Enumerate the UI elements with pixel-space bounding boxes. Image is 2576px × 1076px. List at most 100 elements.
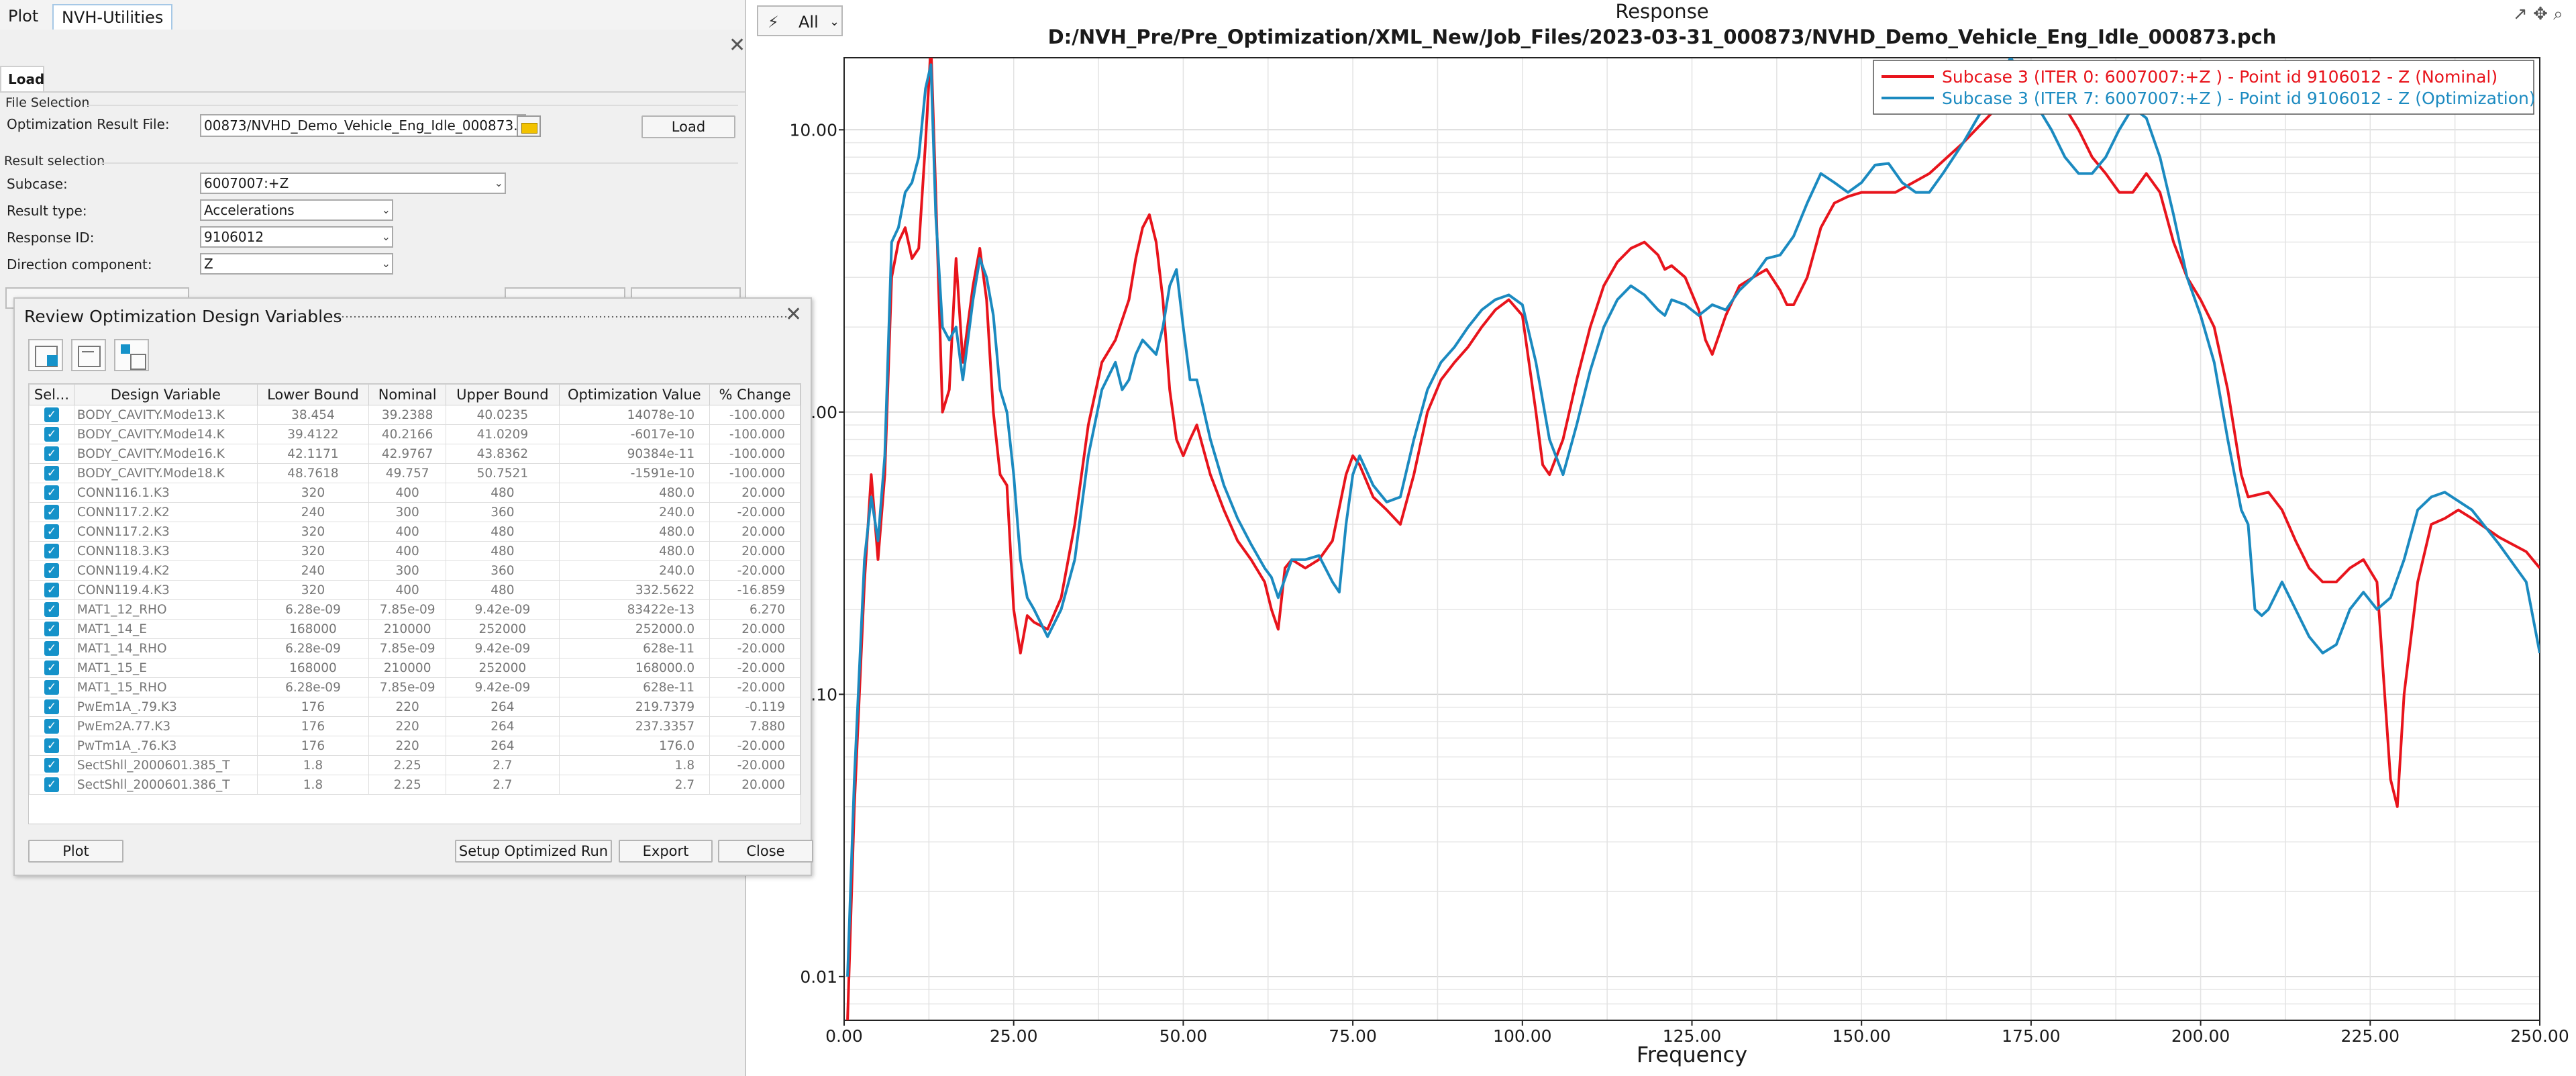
table-row[interactable]: ✓ CONN118.3.K3 320 400 480 480.0 20.000 — [29, 541, 801, 561]
pan-icon[interactable]: ✥ — [2533, 4, 2548, 24]
row-select-checkbox[interactable]: ✓ — [29, 697, 74, 717]
table-row[interactable]: ✓ BODY_CAVITY.Mode14.K 39.4122 40.2166 41.02… — [29, 424, 801, 444]
response-id-select[interactable]: 9106012 ⌄ — [200, 226, 393, 248]
percent-change-cell: 20.000 — [709, 522, 801, 542]
checkbox-checked-icon[interactable]: ✓ — [44, 427, 59, 442]
table-row[interactable]: ✓ SectShll_2000601.385_T 1.8 2.25 2.7 1.8 -20.… — [29, 755, 801, 775]
column-header-optimization-value[interactable]: Optimization Value — [558, 384, 711, 405]
result-type-select[interactable]: Accelerations ⌄ — [200, 199, 393, 221]
checkbox-checked-icon[interactable]: ✓ — [44, 446, 59, 461]
table-row[interactable]: ✓ BODY_CAVITY.Mode18.K 48.7618 49.757 50.752… — [29, 463, 801, 483]
response-chart[interactable]: 0.00 25.00 50.00 75.00 100.00 125.00 150.00 175… — [746, 0, 2576, 1076]
checkbox-checked-icon[interactable]: ✓ — [44, 719, 59, 734]
table-row[interactable]: ✓ CONN119.4.K2 240 300 360 240.0 -20.000 — [29, 560, 801, 581]
table-row[interactable]: ✓ MAT1_15_E 168000 210000 252000 168000.0 -20.… — [29, 658, 801, 678]
row-select-checkbox[interactable]: ✓ — [29, 463, 74, 483]
result-type-value: Accelerations — [204, 202, 295, 218]
table-row[interactable]: ✓ MAT1_14_E 168000 210000 252000 252000.0 20.0… — [29, 619, 801, 639]
load-button[interactable]: Load — [641, 115, 735, 138]
checkbox-checked-icon[interactable]: ✓ — [44, 583, 59, 597]
table-row[interactable]: ✓ MAT1_12_RHO 6.28e-09 7.85e-09 9.42e-09 8342… — [29, 599, 801, 620]
row-select-checkbox[interactable]: ✓ — [29, 736, 74, 756]
percent-change-cell: 7.880 — [709, 716, 801, 736]
checkbox-checked-icon[interactable]: ✓ — [44, 661, 59, 675]
filter-dropdown[interactable]: ⚡ All ⌄ — [757, 5, 843, 36]
tab-nvh-utilities[interactable]: NVH-Utilities — [52, 4, 173, 31]
checkbox-checked-icon[interactable]: ✓ — [44, 641, 59, 656]
column-header-nominal[interactable]: Nominal — [368, 384, 447, 405]
table-row[interactable]: ✓ MAT1_15_RHO 6.28e-09 7.85e-09 9.42e-09 628e… — [29, 677, 801, 697]
row-select-checkbox[interactable]: ✓ — [29, 755, 74, 775]
close-icon[interactable]: ✕ — [729, 34, 746, 57]
table-row[interactable]: ✓ PwEm2A.77.K3 176 220 264 237.3357 7.880 — [29, 716, 801, 736]
row-select-checkbox[interactable]: ✓ — [29, 599, 74, 620]
row-select-checkbox[interactable]: ✓ — [29, 424, 74, 444]
row-select-checkbox[interactable]: ✓ — [29, 677, 74, 697]
optimization-value-cell: -1591e-10 — [558, 463, 711, 483]
checkbox-checked-icon[interactable]: ✓ — [44, 485, 59, 500]
checkbox-checked-icon[interactable]: ✓ — [44, 622, 59, 636]
row-select-checkbox[interactable]: ✓ — [29, 716, 74, 736]
checkbox-checked-icon[interactable]: ✓ — [44, 466, 59, 481]
row-select-checkbox[interactable]: ✓ — [29, 619, 74, 639]
row-select-checkbox[interactable]: ✓ — [29, 560, 74, 581]
checkbox-checked-icon[interactable]: ✓ — [44, 544, 59, 558]
row-select-checkbox[interactable]: ✓ — [29, 483, 74, 503]
table-row[interactable]: ✓ CONN119.4.K3 320 400 480 332.5622 -16.859 — [29, 580, 801, 600]
tab-load[interactable]: Load — [0, 66, 44, 91]
fit-icon[interactable]: ↗ — [2513, 4, 2528, 24]
checkbox-checked-icon[interactable]: ✓ — [44, 699, 59, 714]
invert-selection-icon[interactable] — [114, 339, 149, 371]
row-select-checkbox[interactable]: ✓ — [29, 502, 74, 522]
checkbox-checked-icon[interactable]: ✓ — [44, 407, 59, 422]
column-header-upper-bound[interactable]: Upper Bound — [446, 384, 560, 405]
deselect-all-icon[interactable] — [71, 339, 106, 371]
row-select-checkbox[interactable]: ✓ — [29, 580, 74, 600]
table-row[interactable]: ✓ CONN116.1.K3 320 400 480 480.0 20.000 — [29, 483, 801, 503]
tab-plot[interactable]: Plot — [8, 7, 39, 26]
plot-button[interactable]: Plot — [28, 840, 123, 863]
checkbox-checked-icon[interactable]: ✓ — [44, 680, 59, 695]
checkbox-checked-icon[interactable]: ✓ — [44, 563, 59, 578]
checkbox-checked-icon[interactable]: ✓ — [44, 524, 59, 539]
checkbox-checked-icon[interactable]: ✓ — [44, 602, 59, 617]
row-select-checkbox[interactable]: ✓ — [29, 444, 74, 464]
row-select-checkbox[interactable]: ✓ — [29, 775, 74, 795]
table-row[interactable]: ✓ MAT1_14_RHO 6.28e-09 7.85e-09 9.42e-09 628e… — [29, 638, 801, 658]
row-select-checkbox[interactable]: ✓ — [29, 638, 74, 658]
row-select-checkbox[interactable]: ✓ — [29, 522, 74, 542]
row-select-checkbox[interactable]: ✓ — [29, 541, 74, 561]
close-icon[interactable]: ✕ — [785, 303, 803, 326]
table-row[interactable]: ✓ PwEm1A_.79.K3 176 220 264 219.7379 -0.119 — [29, 697, 801, 717]
checkbox-checked-icon[interactable]: ✓ — [44, 738, 59, 753]
optimization-value-cell: 240.0 — [558, 502, 711, 522]
subcase-select[interactable]: 6007007:+Z ⌄ — [200, 173, 506, 194]
column-header-lower-bound[interactable]: Lower Bound — [256, 384, 370, 405]
table-row[interactable]: ✓ BODY_CAVITY.Mode13.K 38.454 39.2388 40.023… — [29, 405, 801, 425]
design-variable-cell: MAT1_12_RHO — [73, 599, 258, 620]
lower-bound-cell: 48.7618 — [256, 463, 370, 483]
column-header-percent-change[interactable]: % Change — [709, 384, 801, 405]
select-all-icon[interactable] — [28, 339, 63, 371]
column-header-select[interactable]: Sel... — [29, 384, 74, 405]
table-row[interactable]: ✓ BODY_CAVITY.Mode16.K 42.1171 42.9767 43.83… — [29, 444, 801, 464]
column-header-design-variable[interactable]: Design Variable — [73, 384, 258, 405]
optimization-file-input[interactable]: 00873/NVHD_Demo_Vehicle_Eng_Idle_000873.… — [200, 114, 526, 137]
table-row[interactable]: ✓ CONN117.2.K2 240 300 360 240.0 -20.000 — [29, 502, 801, 522]
table-row[interactable]: ✓ PwTm1A_.76.K3 176 220 264 176.0 -20.000 — [29, 736, 801, 756]
checkbox-checked-icon[interactable]: ✓ — [44, 758, 59, 773]
row-select-checkbox[interactable]: ✓ — [29, 405, 74, 425]
row-select-checkbox[interactable]: ✓ — [29, 658, 74, 678]
close-button[interactable]: Close — [718, 840, 813, 863]
zoom-icon[interactable]: ⌕ — [2553, 4, 2563, 24]
open-folder-icon[interactable] — [517, 115, 541, 137]
export-button[interactable]: Export — [619, 840, 713, 863]
checkbox-checked-icon[interactable]: ✓ — [44, 777, 59, 792]
checkbox-checked-icon[interactable]: ✓ — [44, 505, 59, 520]
direction-component-select[interactable]: Z ⌄ — [200, 253, 393, 275]
drag-handle[interactable] — [337, 315, 793, 320]
table-row[interactable]: ✓ CONN117.2.K3 320 400 480 480.0 20.000 — [29, 522, 801, 542]
nominal-cell: 220 — [368, 697, 447, 717]
setup-optimized-run-button[interactable]: Setup Optimized Run — [455, 840, 612, 863]
table-row[interactable]: ✓ SectShll_2000601.386_T 1.8 2.25 2.7 2.7 20.0… — [29, 775, 801, 795]
